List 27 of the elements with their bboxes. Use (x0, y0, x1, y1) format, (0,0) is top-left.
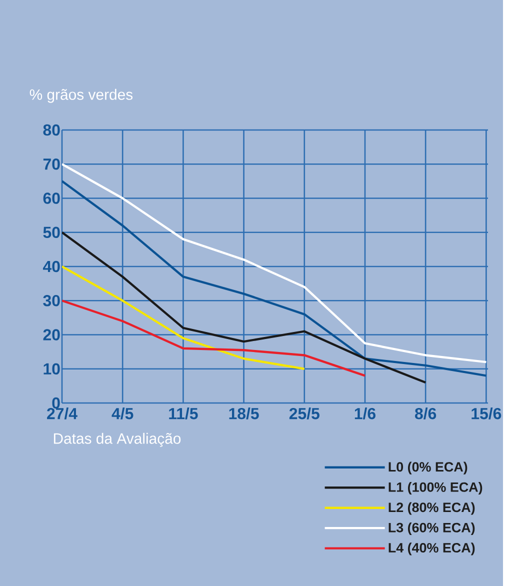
x-axis-title: Datas da Avaliação (54, 432, 181, 447)
x-tick-label: 27/4 (47, 408, 78, 420)
y-tick-label: 30 (43, 294, 60, 306)
x-tick-label: 25/5 (289, 408, 320, 420)
x-tick-label: 18/5 (229, 408, 259, 420)
x-tick-label: 1/6 (354, 408, 376, 420)
x-tick-label: 8/6 (415, 408, 436, 420)
y-tick-label: 0 (52, 397, 60, 409)
y-tick-label: 20 (43, 329, 60, 340)
line-series (62, 231, 427, 384)
legend-label: L2 (80% ECA) (388, 502, 475, 515)
line-series (62, 265, 306, 370)
legend-label: L1 (100% ECA) (388, 482, 482, 495)
legend-label: L4 (40% ECA) (388, 542, 475, 556)
x-tick-label: 15/6 (472, 408, 502, 420)
y-axis-title: % grãos verdes (30, 88, 133, 103)
y-tick-label: 10 (44, 363, 60, 375)
x-tick-label: 4/5 (112, 408, 134, 420)
y-tick-label: 70 (43, 158, 60, 170)
legend-label: L3 (60% ECA) (388, 522, 475, 536)
y-tick-label: 40 (42, 260, 60, 272)
y-tick-label: 80 (43, 124, 60, 136)
x-tick-label: 11/5 (169, 408, 198, 420)
line-series (62, 300, 366, 377)
y-tick-label: 50 (43, 226, 60, 238)
y-tick-label: 60 (43, 192, 60, 204)
legend-label: L0 (0% ECA) (388, 462, 468, 474)
